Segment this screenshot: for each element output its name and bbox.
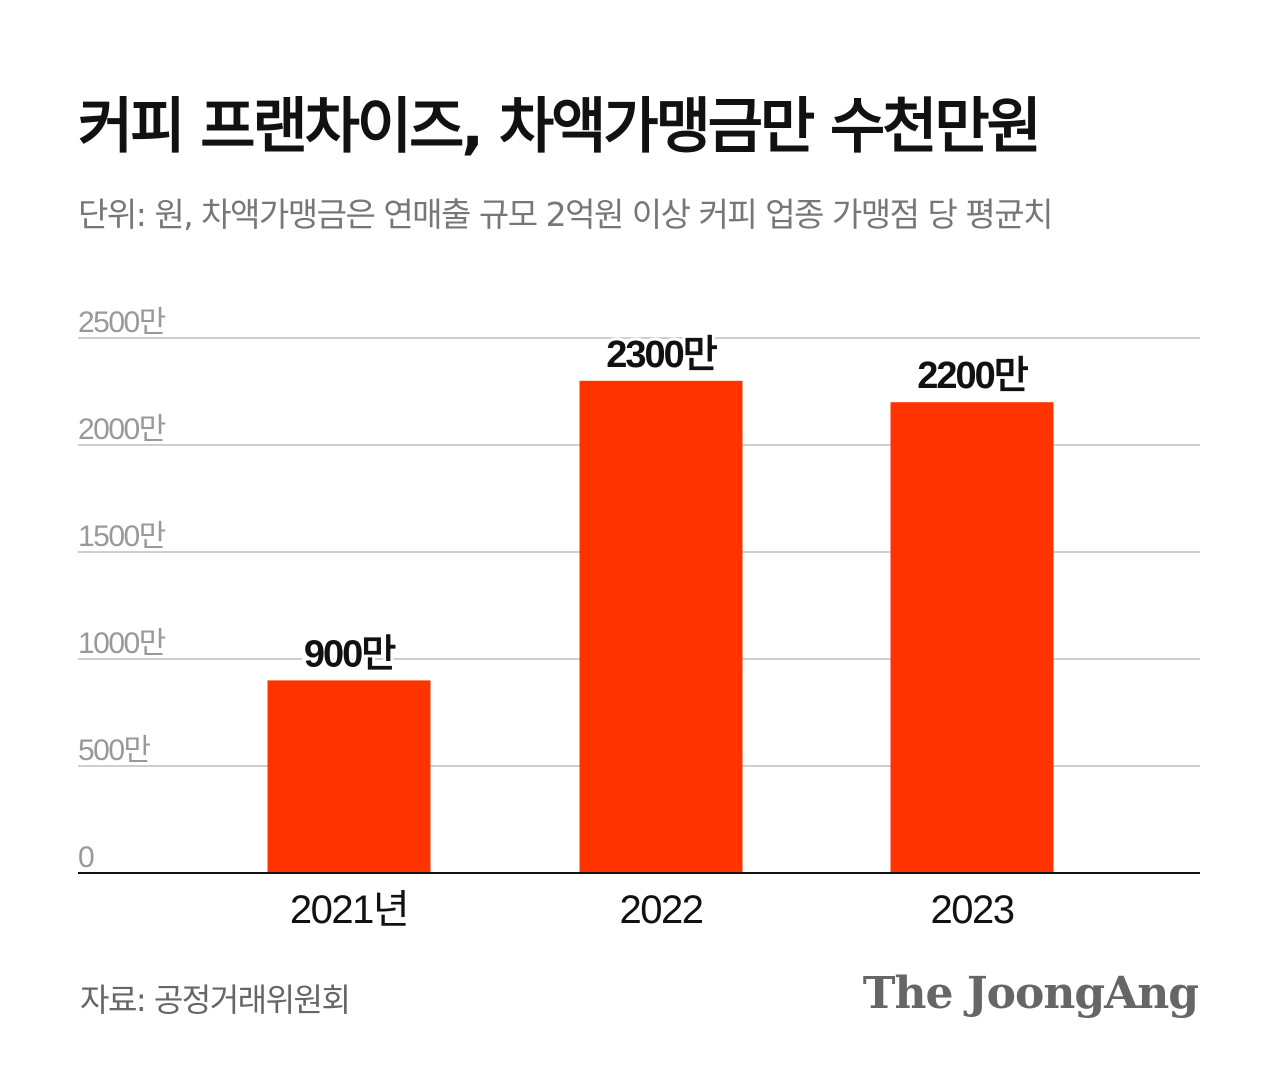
x-tick-label: 2021년 [290,888,408,932]
data-label: 2300만 [606,334,718,376]
publisher-logo: The JoongAng [862,968,1199,1019]
x-tick-label: 2023 [931,888,1014,932]
y-tick-label: 2500만 [78,306,166,339]
bar [890,402,1054,873]
data-label: 900만 [304,633,396,675]
y-tick-label: 1000만 [78,627,166,660]
data-label: 2200만 [917,355,1029,397]
y-tick-label: 1500만 [78,520,166,553]
bar [579,380,743,873]
source-note: 자료: 공정거래위원회 [80,981,351,1019]
chart-subtitle: 단위: 원, 차액가맹금은 연매출 규모 2억원 이상 커피 업종 가맹점 당 … [78,195,1053,234]
bar [267,680,431,873]
chart-title: 커피 프랜차이즈, 차액가맹금만 수천만원 [78,92,1042,162]
y-tick-label: 2000만 [78,413,166,446]
y-tick-label: 500만 [78,734,151,767]
x-tick-label: 2022 [620,888,703,932]
y-tick-label: 0 [78,841,94,874]
